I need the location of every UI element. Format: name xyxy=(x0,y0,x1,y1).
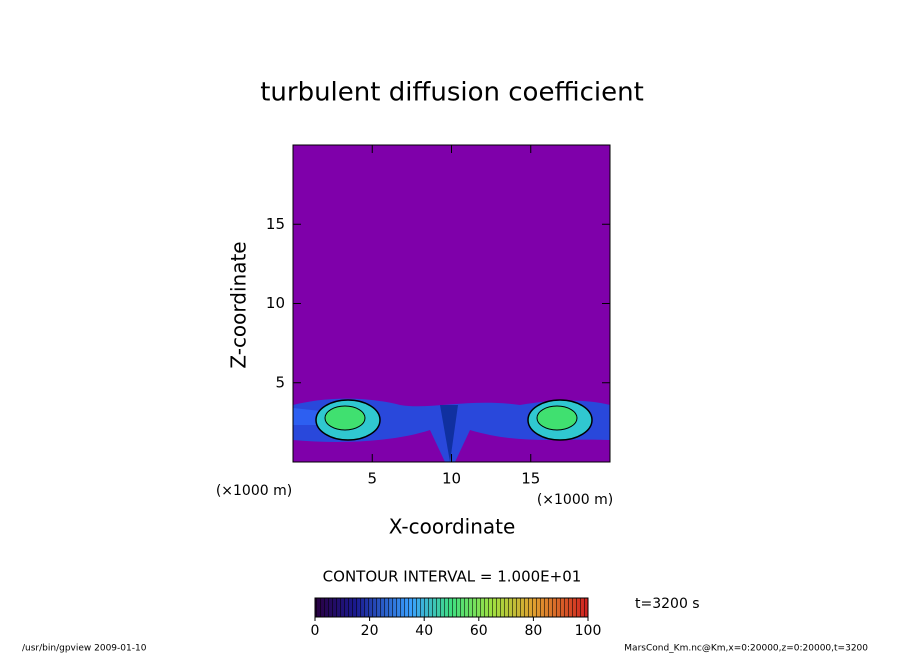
footer-left: /usr/bin/gpview 2009-01-10 xyxy=(22,644,147,654)
colorbar-frame xyxy=(314,597,589,618)
y-tick-label: 10 xyxy=(266,294,285,312)
plume xyxy=(440,405,458,462)
eddy xyxy=(324,405,366,431)
time-label: t=3200 s xyxy=(635,596,700,612)
chart-title: turbulent diffusion coefficient xyxy=(260,78,644,108)
contour-interval: CONTOUR INTERVAL = 1.000E+01 xyxy=(323,568,582,586)
field xyxy=(293,398,610,462)
colorbar-tick-label: 40 xyxy=(415,623,433,639)
colorbar-tick-label: 0 xyxy=(311,623,320,639)
colorbar-tick-label: 20 xyxy=(361,623,379,639)
x-tick-label: 15 xyxy=(521,470,540,488)
y-unit: (×1000 m) xyxy=(216,483,292,499)
colorbar-tick-label: 100 xyxy=(575,623,602,639)
y-axis-label: Z-coordinate xyxy=(227,241,251,368)
x-tick-label: 10 xyxy=(442,470,461,488)
eddy xyxy=(536,405,578,431)
y-tick-label: 5 xyxy=(275,373,285,391)
y-tick-label: 15 xyxy=(266,215,285,233)
colorbar-tick-label: 60 xyxy=(470,623,488,639)
x-axis-label: X-coordinate xyxy=(389,515,516,539)
x-unit: (×1000 m) xyxy=(537,492,613,508)
footer-right: MarsCond_Km.nc@Km,x=0:20000,z=0:20000,t=… xyxy=(624,644,868,654)
colorbar-tick-label: 80 xyxy=(524,623,542,639)
x-tick-label: 5 xyxy=(367,470,377,488)
